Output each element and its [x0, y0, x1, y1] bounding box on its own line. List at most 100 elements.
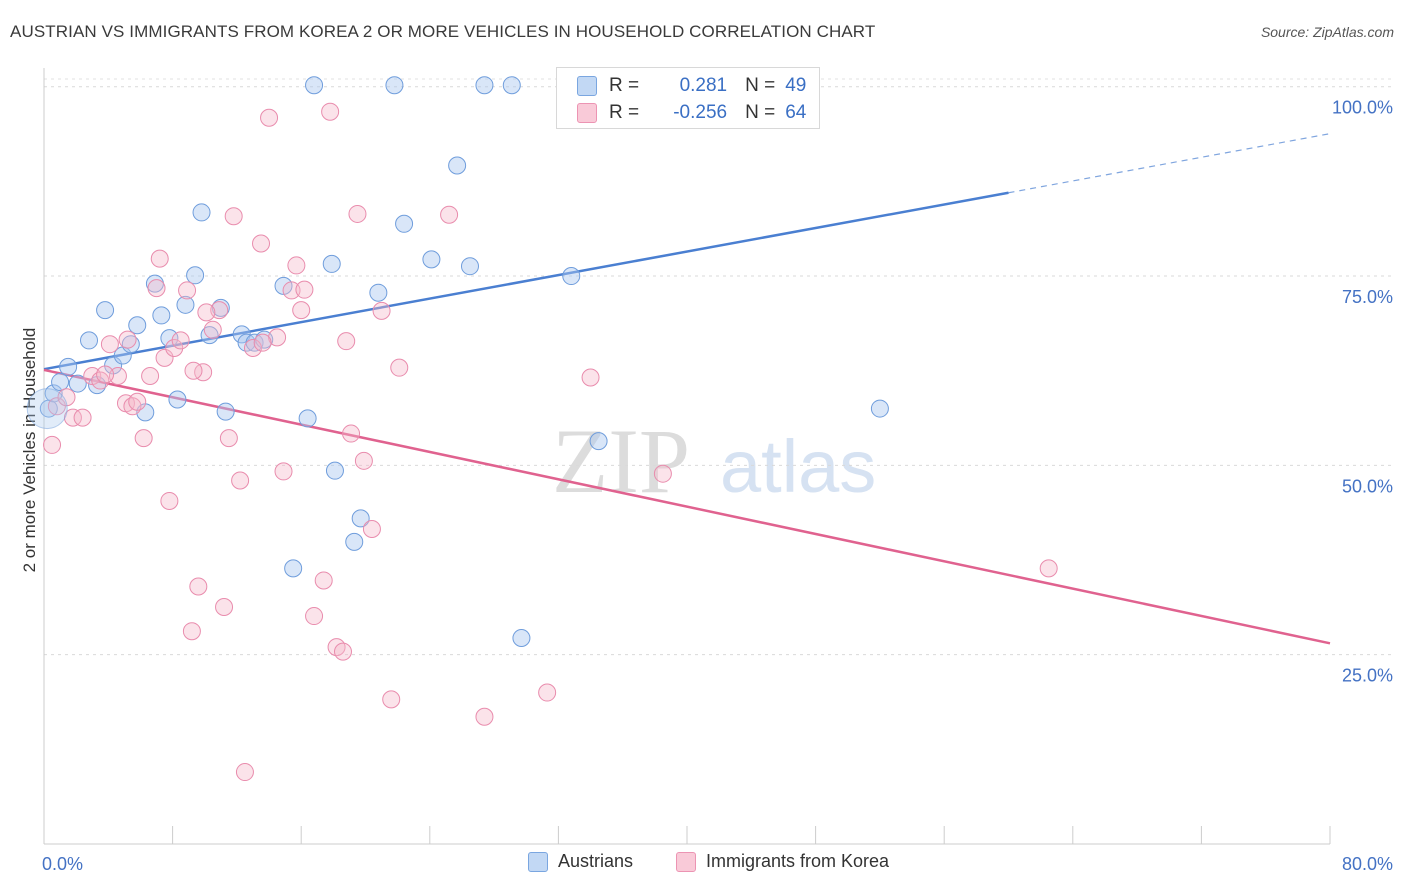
data-point: [165, 338, 184, 357]
data-point: [448, 156, 467, 175]
data-point: [171, 331, 190, 350]
data-point: [128, 316, 147, 335]
y-tick-label: 75.0%: [1342, 287, 1393, 307]
series-korea: [43, 102, 1058, 782]
data-point: [200, 326, 219, 345]
data-point: [337, 332, 356, 351]
data-point: [390, 358, 409, 377]
data-point: [57, 388, 76, 407]
legend-item-austrians[interactable]: Austrians: [528, 851, 633, 872]
data-point: [91, 371, 110, 390]
data-point: [372, 301, 391, 320]
data-point: [369, 283, 388, 302]
data-point: [152, 306, 171, 325]
data-point: [147, 279, 166, 298]
trend-lines: [43, 133, 1331, 645]
data-point: [345, 532, 364, 551]
y-tick-label: 100.0%: [1332, 98, 1393, 118]
data-point: [395, 214, 414, 233]
data-point: [186, 266, 205, 285]
n-label: N =: [745, 102, 776, 123]
gridlines: [44, 78, 1393, 656]
data-point: [314, 571, 333, 590]
data-point: [284, 559, 303, 578]
data-point: [96, 301, 115, 320]
data-point: [189, 577, 208, 596]
data-points: [26, 76, 1058, 782]
data-point: [274, 462, 293, 481]
r-value: -0.256: [673, 102, 728, 123]
data-point: [176, 295, 195, 314]
x-tick-label: 80.0%: [1342, 854, 1393, 874]
data-point: [252, 234, 271, 253]
data-point: [581, 368, 600, 387]
legend-label: Austrians: [558, 851, 634, 871]
data-point: [43, 435, 62, 454]
data-point: [128, 392, 147, 411]
data-point: [219, 429, 238, 448]
data-point: [182, 622, 201, 641]
data-point: [192, 203, 211, 222]
r-label: R =: [609, 102, 640, 123]
data-point: [475, 76, 494, 95]
correlation-legend: R = 0.281 N = 49 R = -0.256 N = 64: [556, 67, 820, 129]
legend-swatch-pink: [577, 103, 597, 123]
data-point: [134, 429, 153, 448]
data-point: [440, 205, 459, 224]
r-value: 0.281: [679, 75, 728, 96]
trend-line-austrians-extension: [1008, 133, 1331, 194]
data-point: [342, 424, 361, 443]
legend-swatch-pink: [676, 851, 696, 872]
axes: [43, 68, 1331, 845]
data-point: [108, 367, 127, 385]
data-point: [362, 519, 381, 538]
chart-title: AUSTRIAN VS IMMIGRANTS FROM KOREA 2 OR M…: [10, 22, 876, 41]
trend-line-korea: [43, 368, 1331, 645]
data-point: [203, 320, 222, 339]
series-austrians: [39, 76, 889, 648]
data-point: [321, 102, 340, 121]
data-point: [512, 629, 531, 648]
data-point: [253, 333, 272, 352]
data-point: [160, 491, 179, 510]
series-legend: Austrians Immigrants from Korea: [0, 851, 1406, 877]
data-point: [155, 348, 174, 367]
data-point: [502, 76, 521, 95]
data-point: [298, 409, 317, 428]
data-point: [268, 328, 287, 347]
legend-item-korea[interactable]: Immigrants from Korea: [676, 851, 889, 872]
data-point: [351, 509, 370, 528]
trend-line-austrians: [43, 191, 1009, 371]
data-point: [68, 374, 87, 393]
data-point: [47, 397, 66, 416]
data-point: [870, 399, 889, 418]
r-label: R =: [609, 75, 640, 96]
watermark-zip: ZIP: [552, 410, 690, 512]
data-point: [305, 607, 324, 626]
data-point: [382, 690, 401, 709]
data-point: [589, 432, 608, 451]
data-point: [292, 301, 311, 320]
data-point: [422, 250, 441, 269]
data-point: [141, 367, 160, 385]
data-point: [385, 76, 404, 95]
data-point: [562, 267, 581, 286]
data-point: [168, 390, 187, 409]
data-point: [235, 763, 254, 782]
data-point: [216, 402, 235, 421]
data-point: [73, 408, 92, 427]
legend-label: Immigrants from Korea: [706, 851, 890, 871]
data-point: [243, 338, 262, 357]
data-point: [197, 303, 216, 322]
data-point: [354, 451, 373, 470]
watermark-atlas: atlas: [720, 425, 876, 508]
data-point: [287, 256, 306, 275]
data-point: [80, 331, 99, 350]
data-point: [160, 329, 179, 348]
data-point: [475, 707, 494, 726]
data-point-cluster: [26, 388, 68, 430]
y-tick-label: 50.0%: [1342, 476, 1393, 496]
n-label: N =: [745, 75, 776, 96]
legend-row-austrians: R = 0.281 N = 49: [577, 72, 806, 100]
